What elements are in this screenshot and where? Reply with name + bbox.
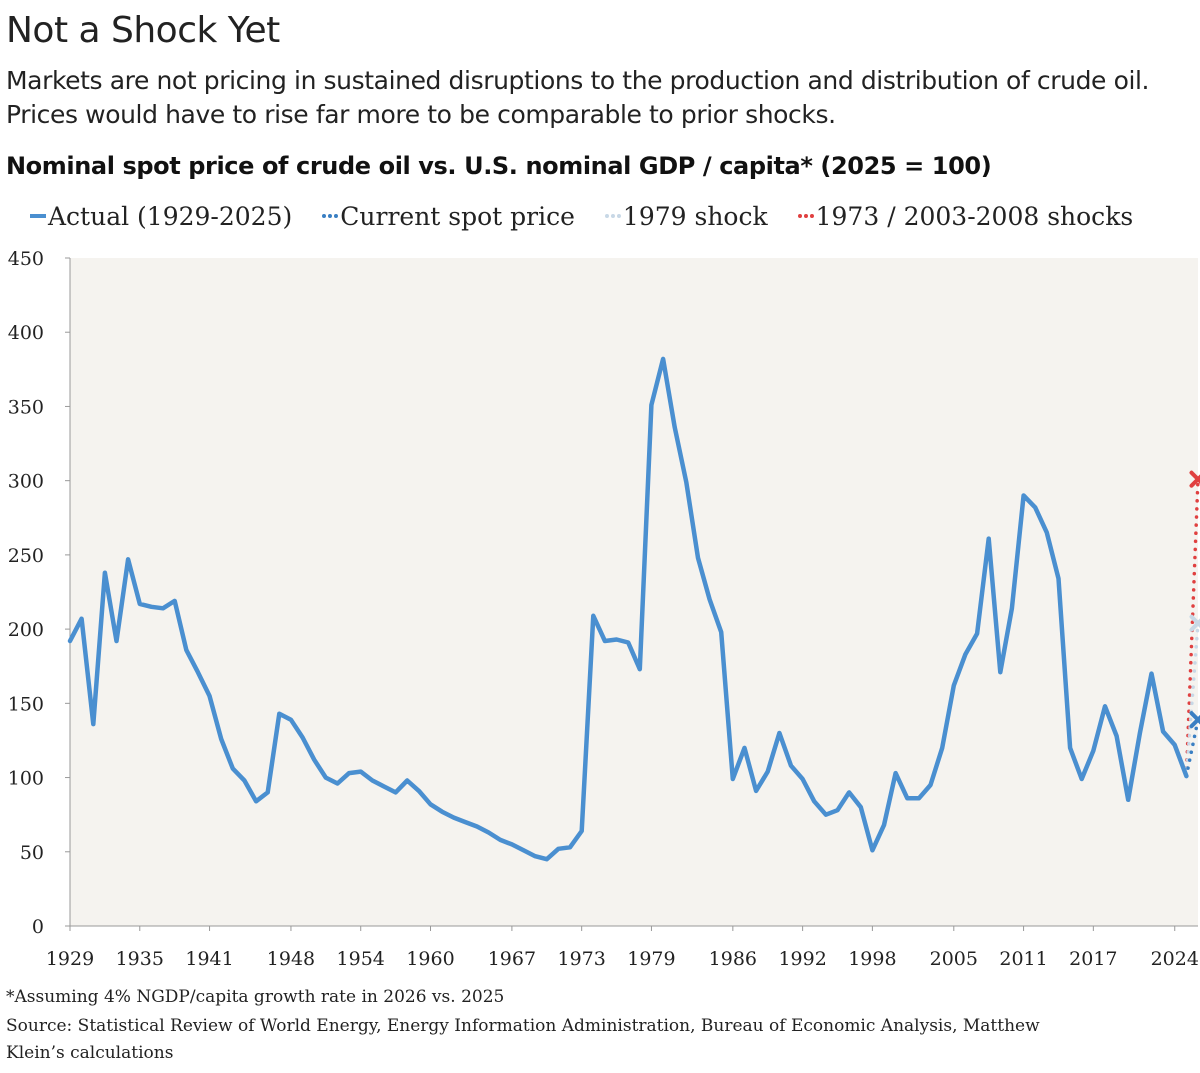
x-tick-label: 1948	[267, 948, 315, 970]
y-tick-label: 300	[8, 471, 44, 493]
footnote-source: Source: Statistical Review of World Ener…	[6, 1016, 1040, 1036]
y-tick-label: 350	[8, 396, 44, 418]
page-subtitle: Markets are not pricing in sustained dis…	[6, 66, 1150, 129]
legend-swatch-1973	[797, 214, 814, 218]
x-tick-label: 1935	[116, 948, 164, 970]
y-tick-label: 150	[8, 693, 44, 715]
x-tick-label: 2017	[1069, 948, 1117, 970]
y-tick-label: 450	[8, 248, 44, 270]
y-tick-label: 400	[8, 322, 44, 344]
x-tick-label: 1960	[406, 948, 454, 970]
legend-label-1973: 1973 / 2003-2008 shocks	[815, 201, 1134, 231]
plot-background	[70, 258, 1198, 926]
x-tick-label: 1929	[46, 948, 94, 970]
legend-label-actual: Actual (1929-2025)	[48, 201, 293, 231]
x-tick-label: 1967	[488, 948, 536, 970]
y-tick-label: 250	[8, 545, 44, 567]
x-tick-label: 2011	[999, 948, 1047, 970]
legend-swatch-current	[322, 214, 339, 218]
x-tick-label: 1992	[778, 948, 826, 970]
legend-item-current: Current spot price	[322, 202, 575, 231]
x-tick-label: 2024	[1151, 948, 1199, 970]
projection-end-marker	[1189, 711, 1200, 729]
x-tick-label: 1954	[337, 948, 385, 970]
x-tick-label: 1973	[557, 948, 605, 970]
legend-item-1973: 1973 / 2003-2008 shocks	[797, 201, 1134, 231]
projection-end-marker	[1189, 614, 1200, 632]
x-tick-label: 1941	[185, 948, 233, 970]
x-tick-label: 2005	[930, 948, 978, 970]
footnote-assumption: *Assuming 4% NGDP/capita growth rate in …	[6, 987, 505, 1007]
actual-series-line	[67, 356, 1189, 862]
y-tick-label: 0	[32, 916, 44, 938]
x-tick-label: 1979	[627, 948, 675, 970]
chart-title: Nominal spot price of crude oil vs. U.S.…	[6, 152, 992, 180]
legend-item-1979: 1979 shock	[604, 201, 768, 231]
legend-label-1979: 1979 shock	[622, 201, 768, 231]
chart-legend: Actual (1929-2025) Current spot price 19…	[30, 196, 1133, 236]
x-tick-label: 1998	[848, 948, 896, 970]
legend-item-actual: Actual (1929-2025)	[30, 202, 292, 231]
projection-end-marker	[1189, 470, 1200, 488]
y-tick-label: 50	[20, 842, 44, 864]
projection-line	[1184, 477, 1200, 778]
legend-swatch-1979	[604, 214, 621, 218]
y-tick-label: 200	[8, 619, 44, 641]
legend-label-current: Current spot price	[340, 201, 575, 231]
y-tick-label: 100	[8, 768, 44, 790]
footnote-source-cont: Klein’s calculations	[6, 1043, 174, 1063]
legend-swatch-actual	[30, 214, 46, 218]
oil-price-chart: 0 50 100 150 200 250 300 350 400 450 1929 1935 1941 1…	[8, 248, 1200, 970]
x-tick-label: 1986	[709, 948, 757, 970]
page-title: Not a Shock Yet	[6, 10, 280, 51]
projection-line	[1184, 717, 1200, 778]
projection-line	[1184, 621, 1200, 778]
